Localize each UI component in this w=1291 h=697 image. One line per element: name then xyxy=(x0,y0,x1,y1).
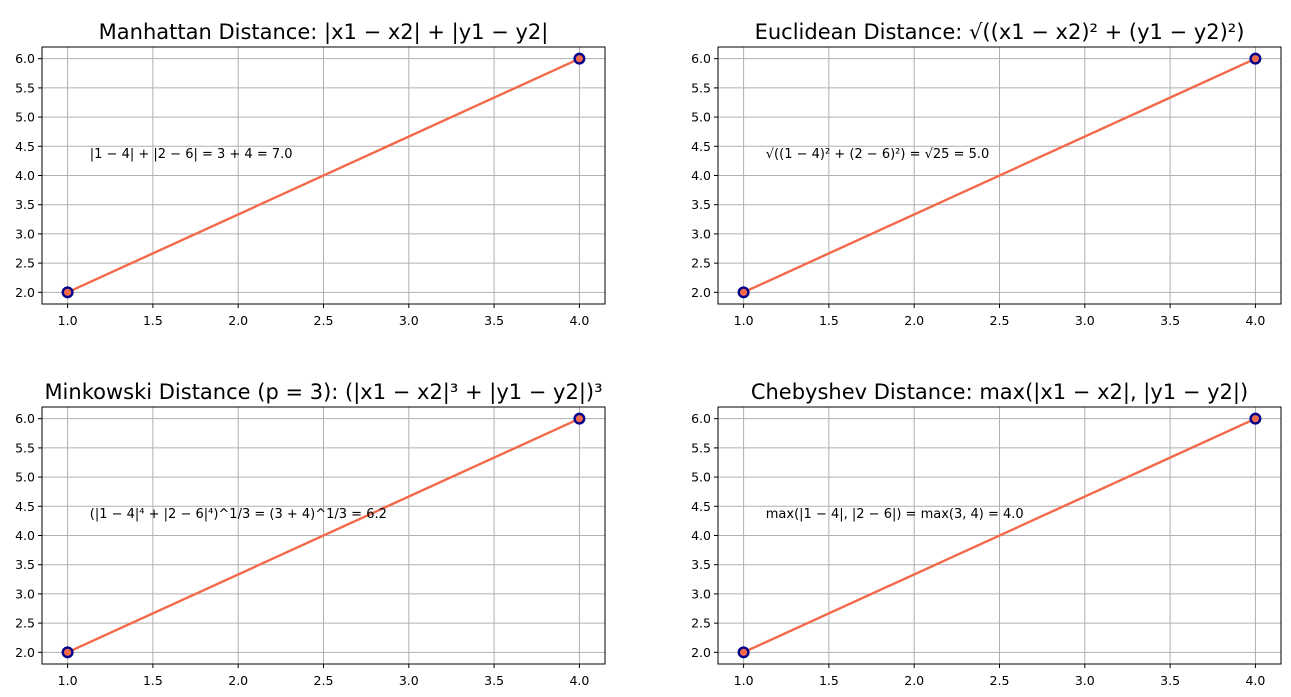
x-tick-label: 1.0 xyxy=(58,313,78,328)
y-tick-label: 3.5 xyxy=(15,557,35,572)
x-tick-label: 3.0 xyxy=(399,313,419,328)
x-tick-label: 2.5 xyxy=(990,313,1010,328)
y-tick-label: 5.5 xyxy=(15,440,35,455)
subplot-4: 1.0 1.5 2.0 2.5 3.0 3.5 4.0 2.0 2.5 3.0 3.5 4.0 4.5 5… xyxy=(691,380,1282,688)
y-tick-label: 2.5 xyxy=(691,256,711,271)
x-tick-label: 2.0 xyxy=(904,673,924,688)
y-tick-label: 3.5 xyxy=(15,197,35,212)
data-point xyxy=(61,646,74,659)
y-tick-label: 2.5 xyxy=(691,616,711,631)
y-tick-label: 5.0 xyxy=(15,110,35,125)
x-tick-label: 3.0 xyxy=(399,673,419,688)
x-tick-label: 3.0 xyxy=(1075,313,1095,328)
data-point xyxy=(61,286,74,299)
y-tick-label: 5.0 xyxy=(15,470,35,485)
y-tick-label: 2.0 xyxy=(691,645,711,660)
subplot-1: 1.0 1.5 2.0 2.5 3.0 3.5 4.0 2.0 2.5 3.0 3.5 4.0 4.5 5… xyxy=(15,20,606,328)
annotation: |1 − 4| + |2 − 6| = 3 + 4 = 7.0 xyxy=(90,147,293,162)
subplot-title: Euclidean Distance: √((x1 − x2)² + (y1 −… xyxy=(755,20,1245,44)
y-tick-label: 5.5 xyxy=(691,80,711,95)
y-tick-label: 5.0 xyxy=(691,470,711,485)
x-tick-label: 3.5 xyxy=(1160,673,1180,688)
x-tick-label: 1.5 xyxy=(143,673,163,688)
subplot-title: Chebyshev Distance: max(|x1 − x2|, |y1 −… xyxy=(751,380,1248,405)
y-tick-label: 4.5 xyxy=(691,499,711,514)
y-tick-label: 6.0 xyxy=(15,51,35,66)
x-tick-label: 3.0 xyxy=(1075,673,1095,688)
y-tick-label: 3.0 xyxy=(691,586,711,601)
data-point xyxy=(737,646,750,659)
y-tick-label: 6.0 xyxy=(15,411,35,426)
y-tick-label: 4.5 xyxy=(15,139,35,154)
y-tick-label: 4.0 xyxy=(15,168,35,183)
x-tick-label: 3.5 xyxy=(484,673,504,688)
y-tick-label: 3.0 xyxy=(15,226,35,241)
y-tick-label: 3.5 xyxy=(691,557,711,572)
x-tick-label: 4.0 xyxy=(1245,313,1265,328)
x-tick-label: 3.5 xyxy=(484,313,504,328)
annotation: max(|1 − 4|, |2 − 6|) = max(3, 4) = 4.0 xyxy=(766,507,1024,522)
x-tick-label: 2.5 xyxy=(990,673,1010,688)
distance-line xyxy=(67,57,580,294)
x-tick-label: 2.0 xyxy=(228,673,248,688)
annotation: (|1 − 4|⁴ + |2 − 6|⁴)^1/3 = (3 + 4)^1/3 … xyxy=(90,507,387,522)
y-tick-label: 2.0 xyxy=(15,645,35,660)
x-tick-label: 4.0 xyxy=(569,673,589,688)
subplot-2: 1.0 1.5 2.0 2.5 3.0 3.5 4.0 2.0 2.5 3.0 3.5 4.0 4.5 5… xyxy=(691,20,1282,328)
annotation: √((1 − 4)² + (2 − 6)²) = √25 = 5.0 xyxy=(766,147,990,162)
y-tick-label: 5.5 xyxy=(15,80,35,95)
x-tick-label: 1.0 xyxy=(58,673,78,688)
x-tick-label: 2.0 xyxy=(904,313,924,328)
x-tick-label: 1.0 xyxy=(734,673,754,688)
y-tick-label: 6.0 xyxy=(691,51,711,66)
y-tick-label: 4.0 xyxy=(691,528,711,543)
subplot-3: 1.0 1.5 2.0 2.5 3.0 3.5 4.0 2.0 2.5 3.0 3.5 4.0 4.5 5… xyxy=(15,380,606,688)
x-tick-label: 1.5 xyxy=(143,313,163,328)
data-point xyxy=(573,52,586,65)
y-tick-label: 4.0 xyxy=(15,528,35,543)
distance-line xyxy=(743,57,1256,294)
y-tick-label: 2.5 xyxy=(15,256,35,271)
data-point xyxy=(573,412,586,425)
x-tick-label: 1.5 xyxy=(819,673,839,688)
subplot-title: Manhattan Distance: |x1 − x2| + |y1 − y2… xyxy=(99,20,549,45)
x-tick-label: 2.5 xyxy=(314,673,334,688)
y-tick-label: 2.0 xyxy=(691,285,711,300)
distance-line xyxy=(743,417,1256,654)
x-tick-label: 1.0 xyxy=(734,313,754,328)
x-tick-label: 2.0 xyxy=(228,313,248,328)
x-tick-label: 1.5 xyxy=(819,313,839,328)
x-tick-label: 4.0 xyxy=(1245,673,1265,688)
y-tick-label: 3.0 xyxy=(15,586,35,601)
subplot-title: Minkowski Distance (p = 3): (|x1 − x2|³ … xyxy=(44,380,602,405)
distance-line xyxy=(67,417,580,654)
y-tick-label: 5.5 xyxy=(691,440,711,455)
y-tick-label: 5.0 xyxy=(691,110,711,125)
y-tick-label: 3.0 xyxy=(691,226,711,241)
y-tick-label: 4.5 xyxy=(15,499,35,514)
y-tick-label: 4.5 xyxy=(691,139,711,154)
y-tick-label: 2.5 xyxy=(15,616,35,631)
y-tick-label: 3.5 xyxy=(691,197,711,212)
data-point xyxy=(737,286,750,299)
data-point xyxy=(1249,52,1262,65)
x-tick-label: 4.0 xyxy=(569,313,589,328)
data-point xyxy=(1249,412,1262,425)
y-tick-label: 4.0 xyxy=(691,168,711,183)
y-tick-label: 6.0 xyxy=(691,411,711,426)
x-tick-label: 2.5 xyxy=(314,313,334,328)
x-tick-label: 3.5 xyxy=(1160,313,1180,328)
y-tick-label: 2.0 xyxy=(15,285,35,300)
